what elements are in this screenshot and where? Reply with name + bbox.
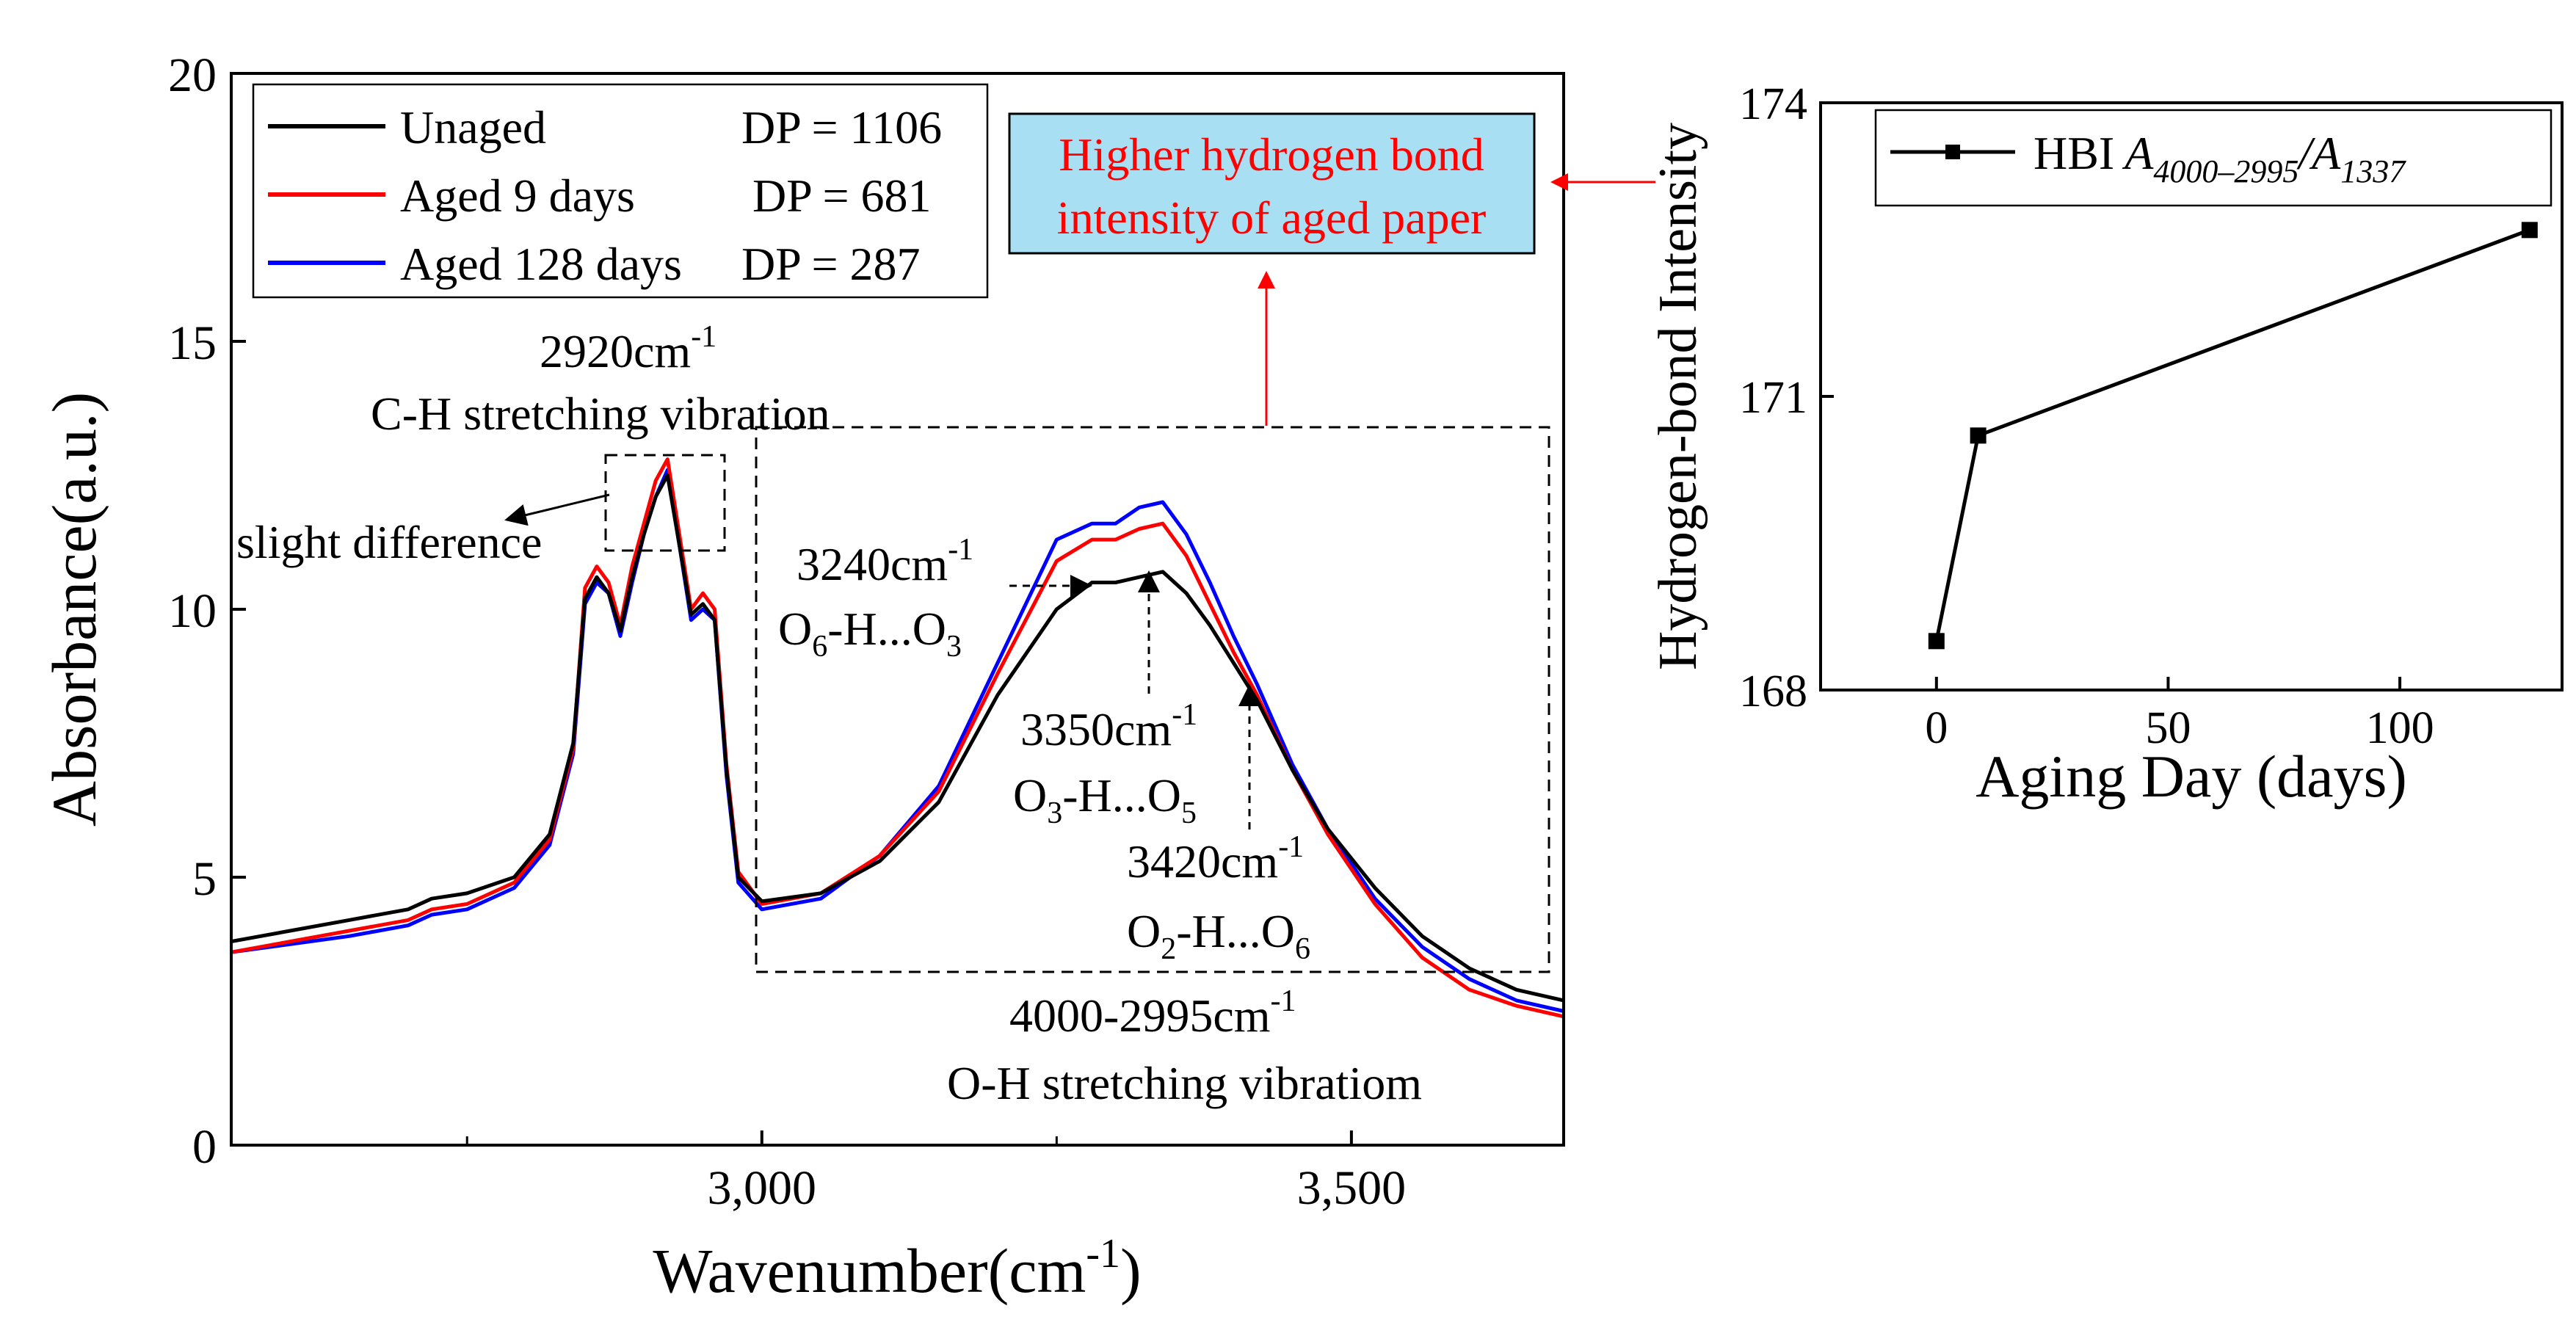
ch-peak-dashed-box [604, 454, 726, 552]
absorbance-y-axis-title: Absorbance(a.u.) [39, 392, 109, 827]
hbi-legend: HBI A4000–2995/A1337 [1874, 109, 2553, 207]
absorbance-axis-ticks: 0 5 10 15 20 3,000 3,500 [168, 48, 1406, 1215]
hbi-data-point [1970, 427, 1987, 444]
peak-3240-bond: O6-H...O3 [778, 603, 962, 664]
legend-label-aged-128: Aged 128 days [400, 238, 682, 290]
hbi-x-tick-label: 50 [2145, 703, 2191, 753]
hbi-plot-frame [1819, 101, 2564, 691]
absorbance-x-tick-label: 3,000 [708, 1161, 817, 1215]
callout-box [1008, 112, 1536, 255]
callout-line-1: Higher hydrogen bond [1059, 128, 1484, 181]
absorbance-x-tick-label: 3,500 [1297, 1161, 1407, 1215]
oh-region-dashed-box [755, 426, 1550, 973]
legend-dp-unaged: DP = 1106 [741, 101, 942, 153]
absorbance-legend: Unaged DP = 1106 Aged 9 days DP = 681 Ag… [252, 83, 989, 299]
hbi-y-axis-title: Hydrogen-bond Intensity [1648, 123, 1708, 670]
peak-3350-wavenumber: 3350cm-1 [1020, 698, 1197, 755]
hbi-y-tick-label: 174 [1739, 79, 1807, 129]
legend-label-aged-9: Aged 9 days [400, 170, 635, 222]
hbi-y-tick-label: 168 [1739, 667, 1807, 716]
oh-wavenumber-label: 4000-2995cm-1 [1009, 984, 1296, 1042]
hbi-data-point [2521, 222, 2538, 239]
hbi-legend-box [1874, 109, 2553, 207]
hbi-series-group [1928, 222, 2538, 650]
hbi-data-point [1928, 633, 1945, 650]
absorbance-y-tick-label: 0 [192, 1120, 217, 1174]
legend-dp-aged-9: DP = 681 [752, 170, 932, 222]
hbi-y-tick-label: 171 [1739, 373, 1807, 423]
legend-label-unaged: Unaged [400, 101, 546, 153]
callout-group: Higher hydrogen bond intensity of aged p… [1008, 112, 1655, 426]
hbi-axis-ticks: 168 171 174 0 50 100 [1739, 79, 2434, 753]
peak-3350-bond: O3-H...O5 [1013, 769, 1197, 830]
hbi-x-tick-label: 0 [1925, 703, 1948, 753]
hbi-legend-marker [1945, 145, 1960, 159]
absorbance-y-tick-label: 10 [168, 584, 217, 638]
callout-line-2: intensity of aged paper [1057, 192, 1487, 244]
slight-difference-label: slight difference [236, 516, 542, 568]
absorbance-y-tick-label: 15 [168, 316, 217, 370]
hbi-legend-label: HBI A4000–2995/A1337 [2033, 127, 2406, 189]
oh-vibration-label: O-H stretching vibratiom [947, 1057, 1422, 1109]
hbi-x-tick-label: 100 [2366, 703, 2434, 753]
hbi-x-axis-title: Aging Day (days) [1975, 743, 2407, 810]
absorbance-plot-frame [230, 72, 1565, 1147]
peak-3420-wavenumber: 3420cm-1 [1127, 830, 1304, 887]
peak-3420-bond: O2-H...O6 [1127, 905, 1310, 966]
hbi-series-line [1934, 228, 2530, 642]
slight-difference-arrow [504, 493, 610, 526]
peak-3240-wavenumber: 3240cm-1 [797, 533, 973, 590]
absorbance-x-axis-title: Wavenumber(cm-1) [653, 1231, 1141, 1306]
absorbance-chart: 0 5 10 15 20 3,000 3,500 Wavenumber(cm-1) Abso… [39, 48, 1565, 1306]
legend-dp-aged-128: DP = 287 [741, 238, 921, 290]
hbi-chart: 168 171 174 0 50 100 Aging Day (days) Hydroge… [1648, 79, 2564, 810]
ch-wavenumber-label: 2920cm-1 [540, 320, 716, 377]
absorbance-y-tick-label: 20 [168, 48, 217, 102]
ch-vibration-label: C-H stretching vibration [371, 388, 830, 440]
absorbance-y-tick-label: 5 [192, 852, 217, 906]
